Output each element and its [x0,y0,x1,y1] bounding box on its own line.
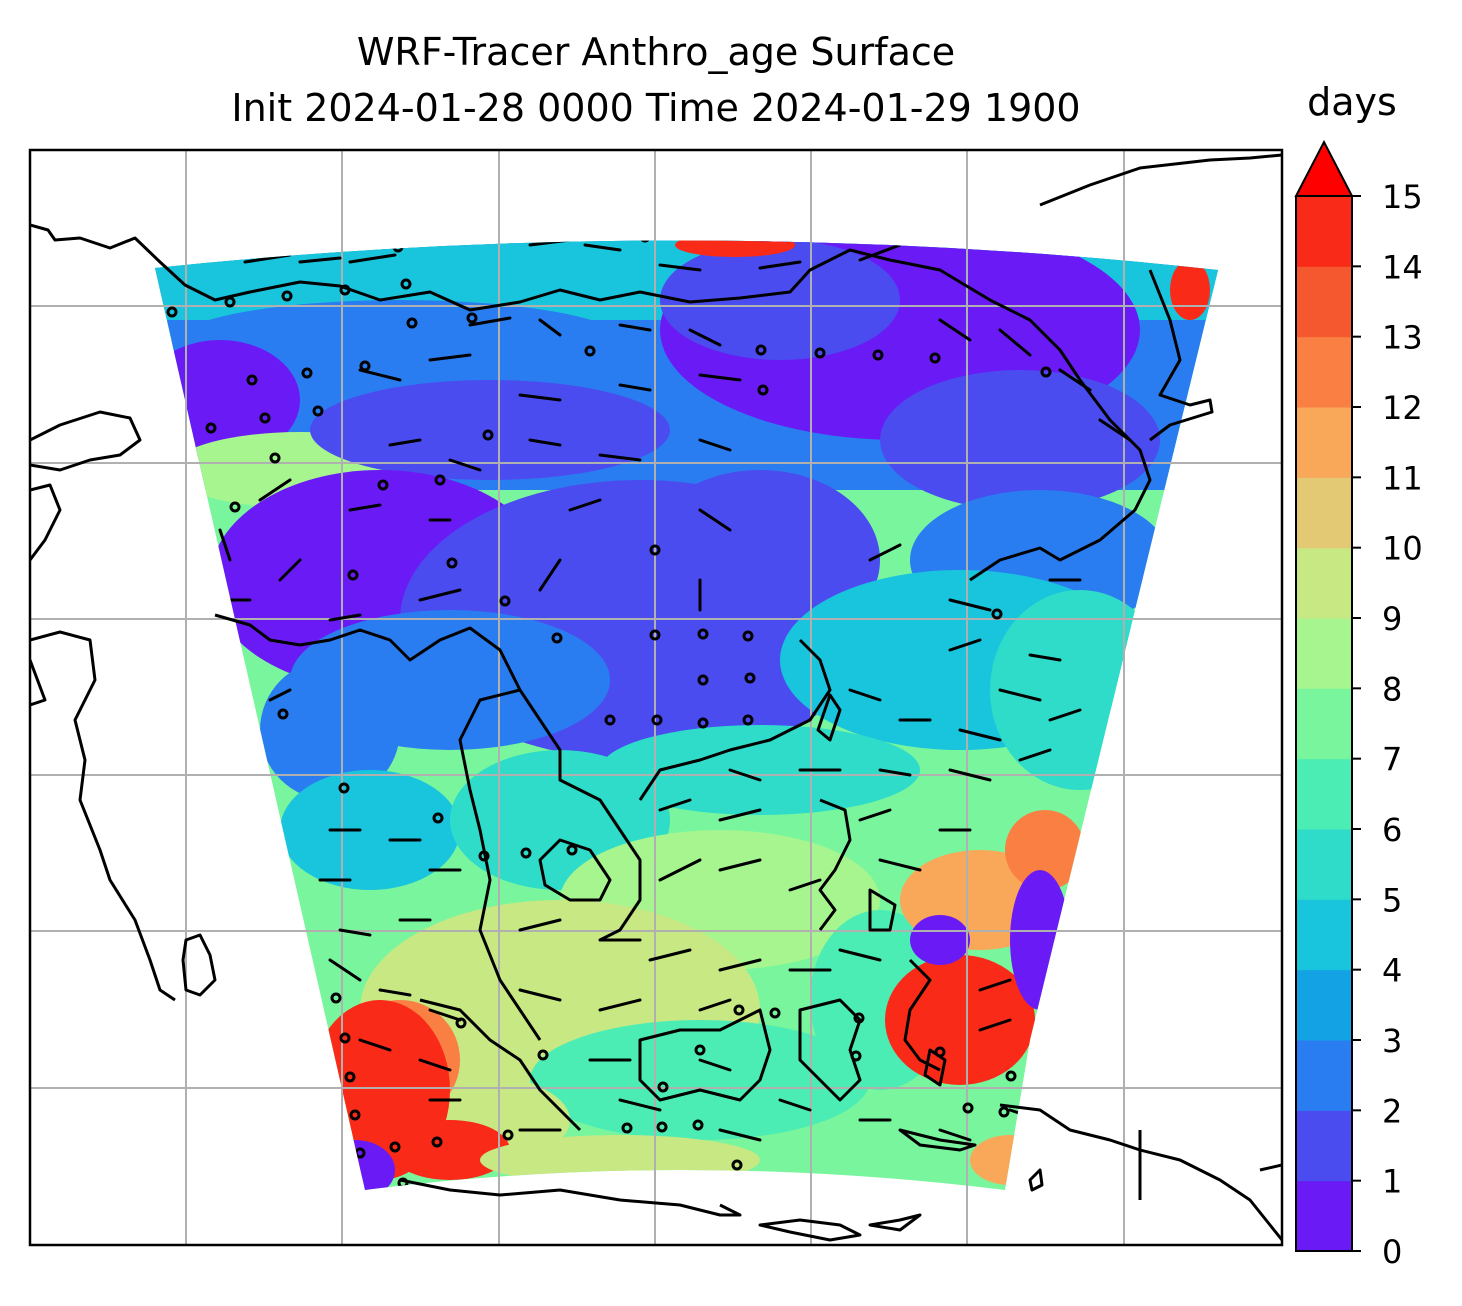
colorbar-tick-label: 8 [1382,670,1402,708]
colorbar-segment [1296,758,1352,830]
colorbar-tick-label: 14 [1382,248,1423,286]
map-axes [28,148,1284,1247]
colorbar-segment [1296,969,1352,1041]
gridlines [30,150,1282,1245]
colorbar-segment [1296,829,1352,900]
colorbar-segment [1296,266,1352,338]
colorbar-segment [1296,688,1352,760]
plot-title-line-2: Init 2024-01-28 0000 Time 2024-01-29 190… [231,86,1081,130]
colorbar-tick-label: 4 [1382,952,1402,990]
colorbar-segment [1296,618,1352,689]
colorbar-outline [1295,196,1353,1252]
colorbar-segment [1296,1040,1352,1111]
colorbar-label: days [1307,80,1397,124]
colorbar-segment [1296,899,1352,971]
colorbar-tick-label: 3 [1382,1022,1402,1060]
colorbar-tick-label: 7 [1382,741,1402,779]
colorbar-tick-label: 0 [1382,1233,1402,1271]
colorbar-segment [1296,1110,1352,1182]
colorbar-segment [1296,336,1352,408]
colorbar-tick-label: 15 [1382,178,1423,216]
plot-title-line-1: WRF-Tracer Anthro_age Surface [356,30,956,74]
colorbar-tick-label: 9 [1382,600,1402,638]
tracer-age-field [155,240,1218,1191]
colorbar-tick-label: 1 [1382,1163,1402,1201]
wind-barbs [218,240,1132,1142]
colorbar-tick-label: 13 [1382,319,1423,357]
colorbar-tick-label: 2 [1382,1092,1402,1130]
colorbar-segment [1296,547,1352,619]
colorbar-segment [1296,407,1352,478]
colorbar-segment [1296,1180,1352,1252]
coastlines [30,153,1282,1242]
colorbar-tick-label: 5 [1382,881,1402,919]
colorbar-segment [1296,196,1352,267]
colorbar-tick-label: 12 [1382,389,1423,427]
colorbar-tick-label: 11 [1382,459,1423,497]
calm-wind-markers [166,240,1052,1189]
colorbar-tick-label: 10 [1382,530,1423,568]
colorbar-segment [1296,477,1352,549]
colorbar-tick-label: 6 [1382,811,1402,849]
colorbar-extend-arrow [1294,139,1354,197]
